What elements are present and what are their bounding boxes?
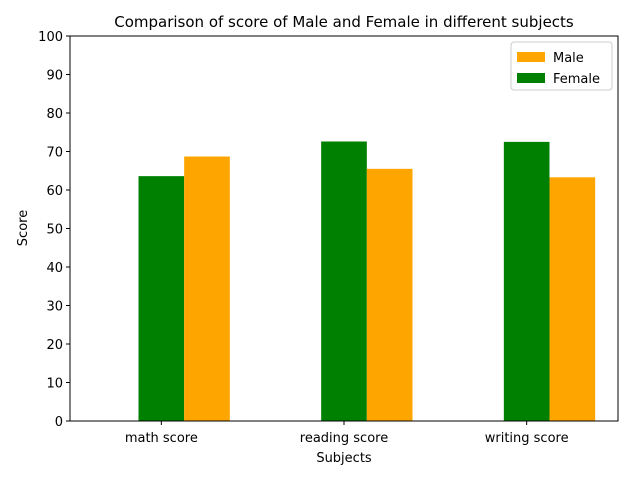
y-axis-ticks: 0 10 20 30 40 50 60 70 80 90 100 [38,30,70,430]
y-tick-label: 80 [46,107,63,122]
y-tick-label: 70 [46,146,63,161]
bar-female-1 [321,141,367,422]
bar-female-2 [503,141,550,421]
y-tick-label: 20 [46,338,63,353]
bar-female-0 [138,176,185,421]
legend-swatch-female [517,73,545,83]
legend: Male Female [510,41,613,91]
x-tick-label: writing score [485,431,569,446]
y-tick-label: 50 [46,223,63,238]
y-tick-label: 60 [46,184,63,199]
y-axis-label: Score [16,210,31,246]
legend-label-male: Male [553,51,584,66]
x-axis-ticks: math score reading score writing score [125,421,569,446]
y-tick-label: 10 [46,377,63,392]
legend-label-female: Female [553,72,600,87]
y-tick-label: 40 [46,261,63,276]
y-tick-label: 0 [55,415,63,430]
x-tick-label: math score [125,431,198,446]
y-tick-label: 30 [46,300,63,315]
y-tick-label: 90 [46,69,63,84]
legend-swatch-male [517,52,545,62]
x-axis-label: Subjects [316,451,372,466]
bar-male-2 [549,177,596,421]
bar-male-1 [366,168,413,421]
bar-male-0 [184,156,230,421]
bars-group [138,141,596,422]
x-tick-label: reading score [300,431,388,446]
chart-title: Comparison of score of Male and Female i… [114,13,574,31]
plot-frame [69,35,619,422]
y-tick-label: 100 [38,30,63,45]
